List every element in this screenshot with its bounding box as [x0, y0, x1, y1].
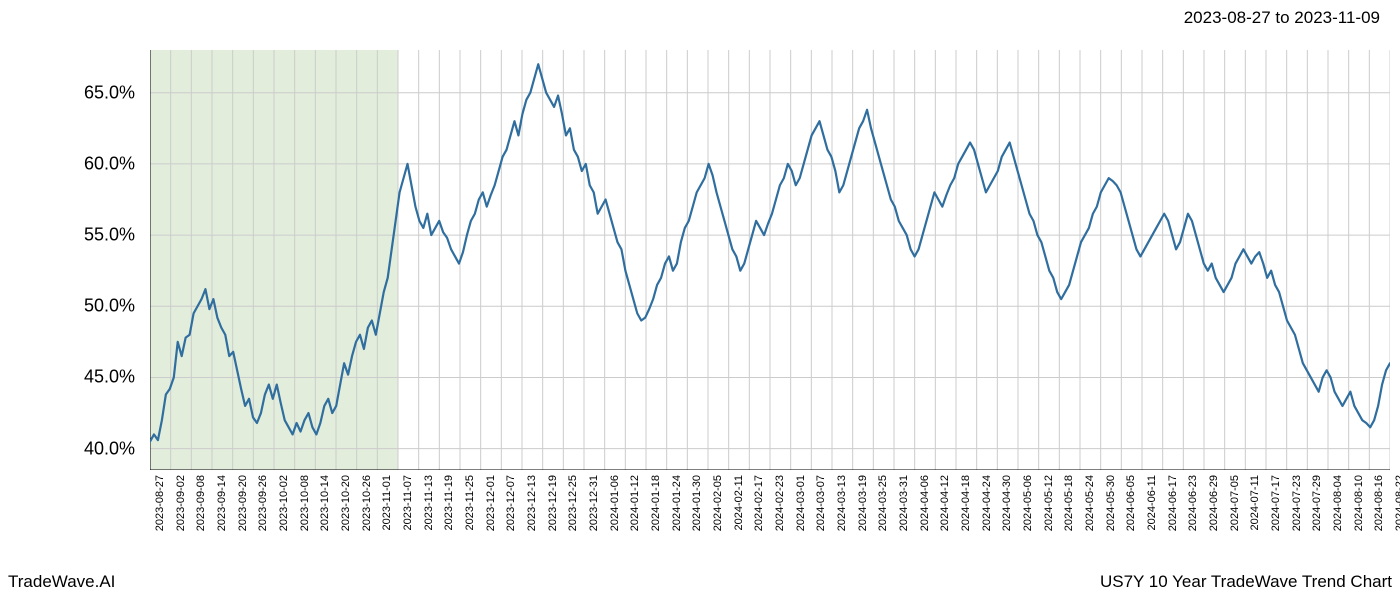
- x-tick-label: 2024-07-23: [1291, 475, 1303, 531]
- chart-area: [150, 50, 1390, 470]
- x-tick-label: 2023-10-26: [361, 475, 373, 531]
- x-tick-label: 2023-12-31: [588, 475, 600, 531]
- x-tick-label: 2024-02-17: [753, 475, 765, 531]
- x-tick-label: 2024-07-17: [1270, 475, 1282, 531]
- x-tick-label: 2024-01-18: [650, 475, 662, 531]
- x-tick-label: 2024-05-06: [1022, 475, 1034, 531]
- x-tick-label: 2023-10-08: [299, 475, 311, 531]
- x-tick-label: 2023-12-25: [567, 475, 579, 531]
- x-tick-label: 2023-11-19: [443, 475, 455, 530]
- x-tick-label: 2024-02-23: [774, 475, 786, 531]
- x-tick-label: 2024-03-01: [795, 475, 807, 531]
- x-tick-label: 2023-10-02: [278, 475, 290, 531]
- x-tick-label: 2024-06-05: [1125, 475, 1137, 531]
- x-tick-label: 2024-01-12: [629, 475, 641, 531]
- x-tick-label: 2023-09-08: [195, 475, 207, 531]
- x-tick-label: 2024-02-11: [733, 475, 745, 530]
- line-chart-svg: [150, 50, 1390, 470]
- x-tick-label: 2023-11-25: [464, 475, 476, 530]
- x-tick-label: 2024-03-25: [877, 475, 889, 531]
- x-tick-label: 2024-03-19: [857, 475, 869, 531]
- y-axis-labels: 40.0% 45.0% 50.0% 55.0% 60.0% 65.0%: [0, 50, 145, 470]
- x-tick-label: 2024-04-18: [960, 475, 972, 531]
- x-tick-label: 2023-12-19: [547, 475, 559, 531]
- x-tick-label: 2023-08-27: [154, 475, 166, 531]
- x-tick-label: 2024-05-24: [1084, 475, 1096, 531]
- y-tick-label: 65.0%: [84, 82, 135, 103]
- x-tick-label: 2024-06-11: [1146, 475, 1158, 530]
- x-tick-label: 2024-05-12: [1043, 475, 1055, 531]
- y-tick-label: 45.0%: [84, 367, 135, 388]
- y-tick-label: 55.0%: [84, 225, 135, 246]
- x-tick-label: 2024-07-11: [1249, 475, 1261, 530]
- y-tick-label: 40.0%: [84, 438, 135, 459]
- x-tick-label: 2024-03-31: [898, 475, 910, 531]
- y-tick-label: 60.0%: [84, 153, 135, 174]
- x-tick-label: 2023-09-20: [237, 475, 249, 531]
- x-tick-label: 2023-11-01: [381, 475, 393, 530]
- footer-chart-title: US7Y 10 Year TradeWave Trend Chart: [1100, 572, 1392, 592]
- x-tick-label: 2024-08-22: [1394, 475, 1400, 531]
- x-tick-label: 2024-04-30: [1001, 475, 1013, 531]
- x-tick-label: 2023-11-13: [423, 475, 435, 530]
- footer-brand: TradeWave.AI: [8, 572, 115, 592]
- x-tick-label: 2024-01-24: [671, 475, 683, 531]
- x-tick-label: 2024-05-30: [1105, 475, 1117, 531]
- x-tick-label: 2024-03-13: [836, 475, 848, 531]
- x-tick-label: 2023-09-02: [175, 475, 187, 531]
- date-range-label: 2023-08-27 to 2023-11-09: [1184, 8, 1380, 28]
- x-tick-label: 2024-06-29: [1208, 475, 1220, 531]
- x-tick-label: 2023-11-07: [402, 475, 414, 530]
- x-tick-label: 2024-07-05: [1229, 475, 1241, 531]
- x-tick-label: 2023-09-26: [257, 475, 269, 531]
- x-tick-label: 2024-05-18: [1063, 475, 1075, 531]
- x-tick-label: 2024-01-30: [691, 475, 703, 531]
- x-tick-label: 2024-02-05: [712, 475, 724, 531]
- x-tick-label: 2024-08-04: [1332, 475, 1344, 531]
- x-tick-label: 2024-01-06: [609, 475, 621, 531]
- x-tick-label: 2023-12-01: [485, 475, 497, 531]
- x-tick-label: 2024-04-06: [919, 475, 931, 531]
- x-tick-label: 2024-06-23: [1187, 475, 1199, 531]
- x-tick-label: 2024-08-10: [1353, 475, 1365, 531]
- x-tick-label: 2023-12-07: [505, 475, 517, 531]
- x-axis-labels: 2023-08-27 2023-09-02 2023-09-08 2023-09-14…: [150, 475, 1390, 585]
- x-tick-label: 2024-04-24: [981, 475, 993, 531]
- x-tick-label: 2023-09-14: [216, 475, 228, 531]
- y-tick-label: 50.0%: [84, 296, 135, 317]
- x-tick-label: 2024-07-29: [1311, 475, 1323, 531]
- x-tick-label: 2024-06-17: [1167, 475, 1179, 531]
- x-tick-label: 2023-10-20: [340, 475, 352, 531]
- x-tick-label: 2024-03-07: [815, 475, 827, 531]
- x-tick-label: 2023-10-14: [319, 475, 331, 531]
- x-tick-label: 2024-08-16: [1373, 475, 1385, 531]
- x-tick-label: 2024-04-12: [939, 475, 951, 531]
- x-tick-label: 2023-12-13: [526, 475, 538, 531]
